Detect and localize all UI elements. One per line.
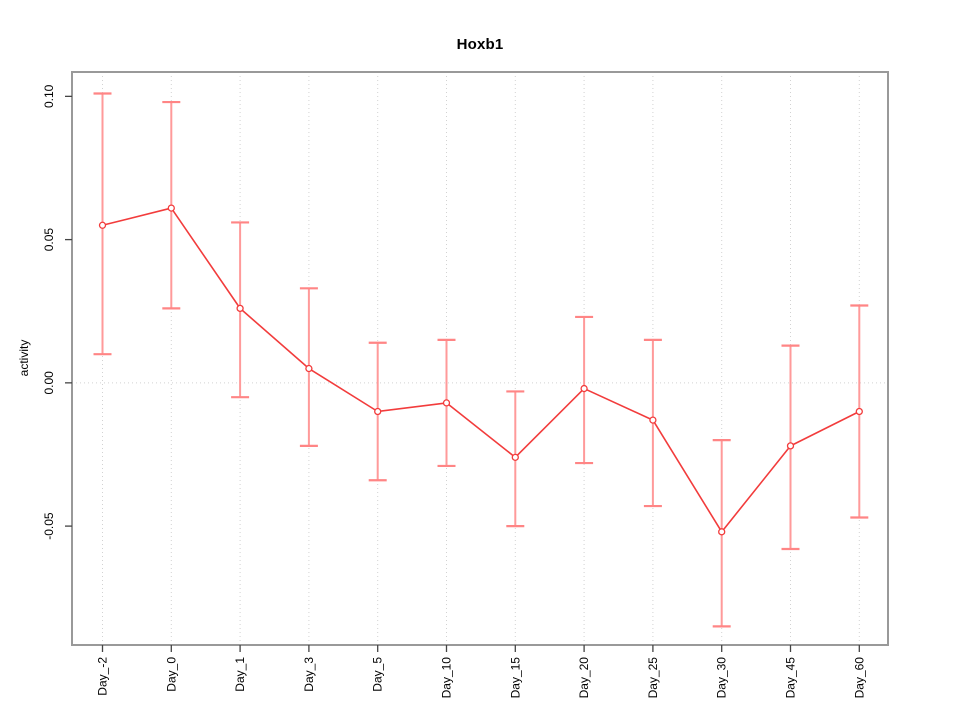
- data-point: [649, 416, 657, 424]
- data-points: [98, 204, 863, 536]
- data-point: [442, 399, 451, 407]
- plot-border: [71, 71, 889, 646]
- gridlines: [72, 72, 888, 645]
- x-tick-label: Day_1: [233, 657, 247, 692]
- data-point: [305, 364, 313, 373]
- data-point: [98, 221, 107, 229]
- x-tick-label: Day_5: [371, 657, 385, 692]
- data-point: [236, 304, 244, 313]
- series-line: [102, 207, 860, 533]
- series-polyline: [102, 207, 860, 533]
- y-tick-label: 0.10: [42, 84, 56, 108]
- data-point: [511, 453, 519, 461]
- x-tick-label: Day_20: [577, 657, 591, 699]
- x-axis-labels: Day_-2 Day_0 Day_1 Day_3 Day_5 Day_10 Day_15 Da…: [96, 657, 867, 699]
- x-tick-label: Day_30: [715, 657, 729, 699]
- chart-title: Hoxb1: [456, 36, 504, 53]
- data-point: [374, 407, 382, 416]
- x-tick-label: Day_10: [440, 657, 454, 699]
- data-point: [167, 204, 175, 212]
- x-tick-label: Day_3: [302, 657, 316, 692]
- x-tick-label: Day_15: [508, 657, 522, 699]
- x-tick-label: Day_-2: [96, 657, 110, 696]
- y-tick-label: -0.05: [42, 512, 56, 540]
- x-tick-label: Day_25: [646, 657, 660, 699]
- data-point: [718, 528, 726, 536]
- data-point: [855, 407, 863, 416]
- data-point: [786, 442, 795, 450]
- axes: [65, 71, 889, 652]
- y-tick-label: 0.05: [42, 228, 56, 252]
- y-axis-labels: 0.10 0.05 0.00 -0.05: [42, 84, 56, 539]
- y-tick-label: 0.00: [42, 371, 56, 395]
- error-bars: [93, 92, 869, 628]
- x-tick-label: Day_45: [784, 657, 798, 699]
- data-point: [580, 384, 588, 393]
- x-tick-label: Day_0: [164, 657, 178, 692]
- x-tick-label: Day_60: [852, 657, 866, 699]
